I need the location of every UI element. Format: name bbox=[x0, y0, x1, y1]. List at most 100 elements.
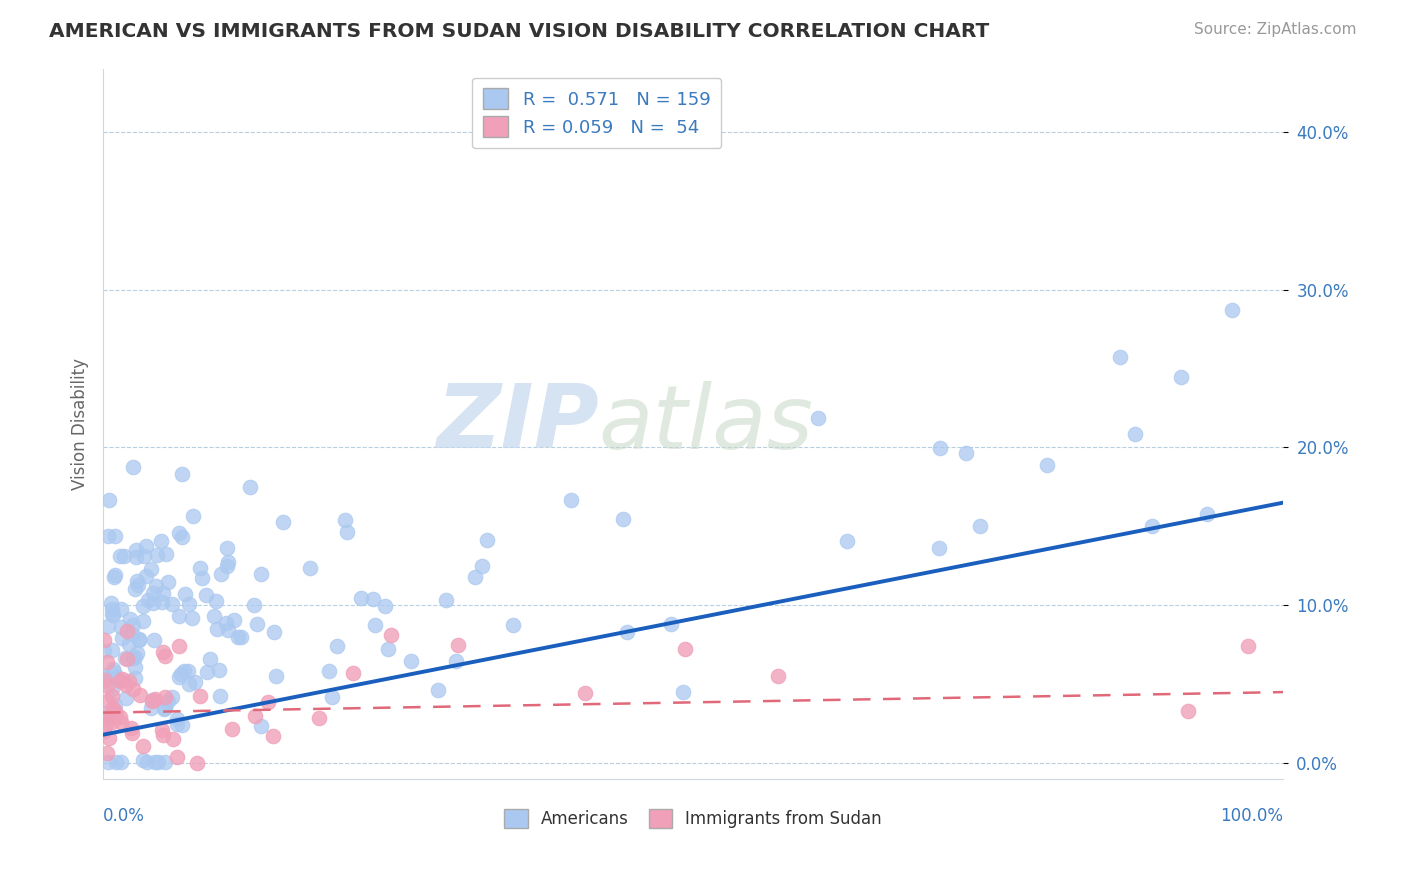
Point bbox=[127, 578, 149, 592]
Point bbox=[117, 624, 139, 638]
Point bbox=[114, 650, 136, 665]
Point bbox=[100, 596, 122, 610]
Point bbox=[377, 642, 399, 657]
Point bbox=[1177, 704, 1199, 718]
Point bbox=[93, 669, 115, 683]
Point bbox=[103, 570, 125, 584]
Point bbox=[124, 649, 146, 664]
Point bbox=[104, 698, 127, 712]
Point bbox=[139, 562, 162, 576]
Point bbox=[170, 718, 193, 732]
Point bbox=[94, 712, 117, 726]
Point bbox=[104, 529, 127, 543]
Point bbox=[124, 660, 146, 674]
Point bbox=[97, 755, 120, 769]
Point bbox=[135, 569, 157, 583]
Point bbox=[166, 750, 188, 764]
Point bbox=[364, 618, 387, 632]
Point bbox=[143, 755, 166, 769]
Point bbox=[100, 709, 122, 723]
Point bbox=[100, 689, 122, 703]
Point bbox=[361, 591, 384, 606]
Point bbox=[672, 685, 695, 699]
Point bbox=[434, 593, 457, 607]
Point bbox=[120, 612, 142, 626]
Point bbox=[132, 614, 155, 628]
Point bbox=[101, 602, 124, 616]
Point bbox=[202, 609, 225, 624]
Point bbox=[217, 558, 239, 573]
Point bbox=[122, 618, 145, 632]
Text: AMERICAN VS IMMIGRANTS FROM SUDAN VISION DISABILITY CORRELATION CHART: AMERICAN VS IMMIGRANTS FROM SUDAN VISION… bbox=[49, 22, 990, 41]
Point bbox=[263, 625, 285, 640]
Point bbox=[807, 410, 830, 425]
Point bbox=[115, 691, 138, 706]
Point bbox=[98, 492, 121, 507]
Text: ZIP: ZIP bbox=[436, 380, 599, 467]
Point bbox=[1222, 303, 1244, 318]
Point bbox=[136, 592, 159, 607]
Point bbox=[101, 714, 124, 729]
Point bbox=[104, 568, 127, 582]
Point bbox=[110, 710, 132, 724]
Point bbox=[471, 559, 494, 574]
Point bbox=[93, 632, 115, 647]
Point bbox=[93, 710, 115, 724]
Point bbox=[502, 618, 524, 632]
Legend: Americans, Immigrants from Sudan: Americans, Immigrants from Sudan bbox=[498, 802, 889, 835]
Point bbox=[766, 669, 789, 683]
Point bbox=[142, 585, 165, 599]
Point bbox=[446, 654, 468, 668]
Point bbox=[145, 578, 167, 592]
Point bbox=[157, 694, 180, 708]
Point bbox=[153, 648, 176, 663]
Point bbox=[105, 672, 128, 686]
Point bbox=[186, 756, 208, 771]
Point bbox=[94, 717, 117, 731]
Point bbox=[101, 701, 124, 715]
Point bbox=[93, 724, 115, 739]
Point bbox=[96, 746, 118, 760]
Point bbox=[209, 567, 232, 582]
Point bbox=[1123, 427, 1146, 442]
Text: Source: ZipAtlas.com: Source: ZipAtlas.com bbox=[1194, 22, 1357, 37]
Point bbox=[262, 729, 284, 743]
Text: 100.0%: 100.0% bbox=[1220, 807, 1284, 825]
Point bbox=[128, 632, 150, 646]
Point bbox=[141, 701, 163, 715]
Point bbox=[321, 690, 343, 704]
Point bbox=[198, 651, 221, 665]
Point bbox=[118, 637, 141, 651]
Point bbox=[447, 638, 470, 652]
Point bbox=[153, 755, 176, 769]
Point bbox=[153, 700, 176, 714]
Point bbox=[150, 534, 173, 549]
Point bbox=[246, 617, 269, 632]
Point bbox=[342, 666, 364, 681]
Point bbox=[101, 607, 124, 621]
Point bbox=[1140, 518, 1163, 533]
Point bbox=[94, 673, 117, 687]
Point bbox=[110, 715, 132, 730]
Point bbox=[188, 561, 211, 575]
Point bbox=[101, 662, 124, 676]
Point bbox=[155, 547, 177, 561]
Point bbox=[96, 693, 118, 707]
Point bbox=[659, 617, 682, 632]
Point bbox=[208, 690, 231, 704]
Point bbox=[121, 726, 143, 740]
Point bbox=[124, 671, 146, 685]
Point bbox=[477, 533, 499, 548]
Point bbox=[167, 670, 190, 684]
Point bbox=[170, 530, 193, 544]
Point bbox=[115, 678, 138, 692]
Point bbox=[217, 556, 239, 570]
Point bbox=[152, 728, 174, 742]
Point bbox=[928, 541, 950, 555]
Point bbox=[250, 719, 273, 733]
Point bbox=[166, 713, 188, 727]
Point bbox=[380, 628, 402, 642]
Point bbox=[239, 480, 262, 494]
Point bbox=[184, 674, 207, 689]
Point bbox=[1170, 369, 1192, 384]
